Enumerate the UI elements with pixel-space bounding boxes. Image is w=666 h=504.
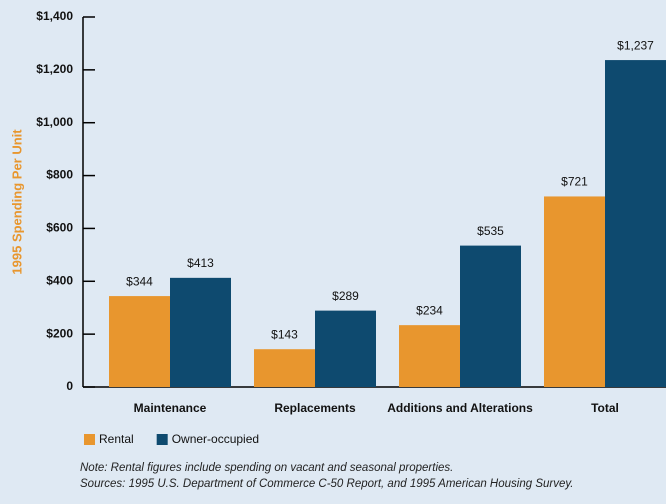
bar [315, 310, 376, 387]
bar [605, 60, 666, 387]
y-tick-label: 0 [66, 379, 73, 393]
bar [460, 245, 521, 387]
y-tick-label: $600 [46, 221, 73, 235]
x-tick-label: Replacements [274, 401, 356, 415]
bar [544, 196, 605, 387]
bar [399, 325, 460, 387]
legend-swatch [156, 434, 168, 445]
legend-label: Rental [99, 432, 134, 446]
y-tick-label: $1,200 [36, 62, 73, 76]
x-tick-label: Maintenance [134, 401, 207, 415]
value-label: $413 [187, 256, 214, 270]
value-label: $143 [271, 327, 298, 341]
value-label: $234 [416, 303, 443, 317]
y-tick-label: $1,400 [36, 9, 73, 23]
legend-swatch [84, 434, 95, 445]
value-label: $1,237 [617, 38, 654, 52]
note: Note: Rental figures include spending on… [80, 462, 453, 474]
bar [170, 277, 231, 387]
x-tick-label: Additions and Alterations [387, 401, 533, 415]
x-tick-label: Total [591, 401, 619, 415]
value-label: $535 [477, 224, 504, 238]
value-label: $289 [332, 289, 359, 303]
bar [109, 296, 170, 387]
y-tick-label: $800 [46, 168, 73, 182]
value-label: $721 [561, 175, 588, 189]
sources: Sources: 1995 U.S. Department of Commerc… [80, 478, 573, 490]
y-tick-label: $200 [46, 326, 73, 340]
y-tick-label: $1,000 [36, 115, 73, 129]
bar [254, 349, 315, 387]
y-tick-label: $400 [46, 273, 73, 287]
value-label: $344 [126, 274, 153, 288]
legend-label: Owner-occupied [172, 432, 259, 446]
y-axis-label: 1995 Spending Per Unit [9, 129, 24, 275]
